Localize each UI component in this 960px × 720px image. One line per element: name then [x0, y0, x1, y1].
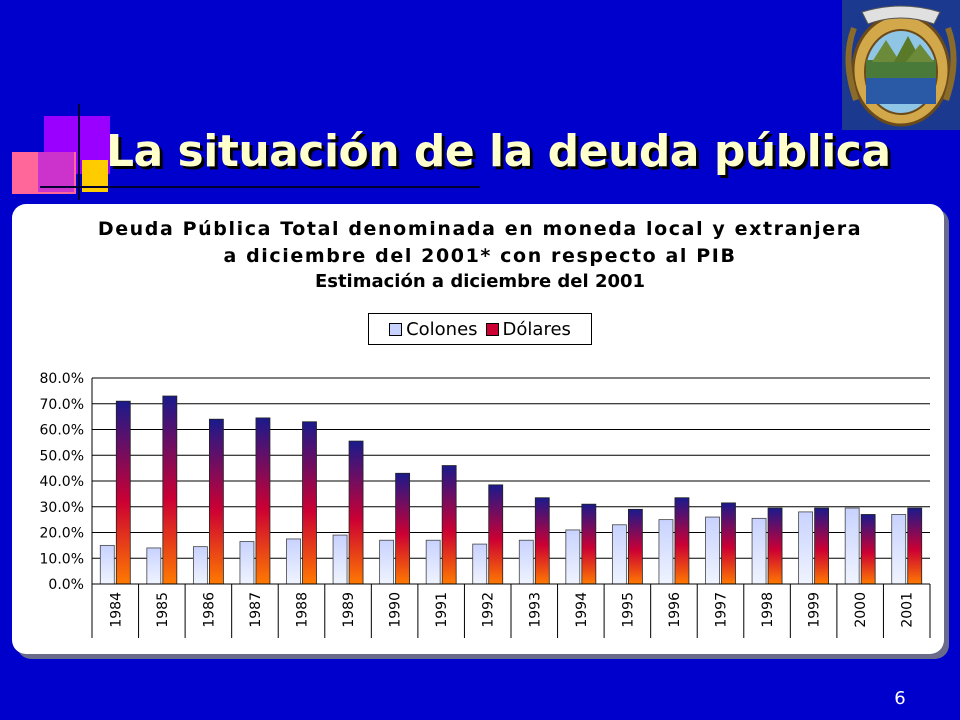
bar-dolares-1995 — [627, 508, 643, 585]
decor-square-violet — [38, 152, 74, 192]
bar-dolares-1988 — [302, 421, 317, 585]
bar-dolares-2001 — [907, 507, 923, 585]
bar-colones-1990 — [379, 539, 395, 585]
title-underline — [40, 186, 480, 188]
bar-dolares-1999 — [814, 507, 830, 585]
legend-label-colones: Colones — [406, 318, 478, 340]
legend-item-dolares: Dólares — [485, 318, 571, 340]
bar-colones-1997 — [705, 516, 720, 585]
legend-item-colones: Colones — [389, 318, 478, 340]
page-number: 6 — [894, 688, 906, 709]
decor-vertical-line — [78, 104, 80, 200]
bar-colones-1984 — [99, 544, 115, 585]
x-tick-label: 1990 — [388, 592, 404, 628]
x-tick-label: 1985 — [155, 592, 171, 628]
colones-swatch-icon — [389, 322, 403, 336]
bar-colones-1999 — [798, 511, 814, 585]
bar-colones-1996 — [658, 519, 674, 585]
bar-colones-1991 — [425, 539, 441, 585]
bar-colones-1998 — [751, 517, 767, 585]
y-tick-label: 50.0% — [40, 448, 84, 464]
x-tick-label: 1997 — [714, 592, 730, 628]
chart-title-line1: Deuda Pública Total denominada en moneda… — [97, 218, 863, 240]
chart-legend: Colones Dólares — [368, 313, 592, 345]
bar-dolares-1984 — [115, 400, 131, 585]
bar-colones-1985 — [146, 547, 162, 585]
x-tick-label: 1998 — [760, 592, 776, 628]
x-tick-label: 1994 — [574, 592, 590, 628]
legend-label-dolares: Dólares — [502, 318, 571, 340]
x-tick-label: 1995 — [620, 592, 636, 628]
chart-title-line2: a diciembre del 2001* con respecto al PI… — [223, 245, 737, 267]
bar-dolares-1996 — [674, 497, 690, 585]
x-tick-label: 1987 — [248, 592, 264, 628]
y-tick-label: 40.0% — [40, 474, 84, 490]
x-tick-label: 1999 — [807, 592, 823, 628]
y-tick-label: 30.0% — [40, 500, 84, 516]
bar-dolares-2000 — [860, 514, 876, 585]
bar-dolares-1991 — [441, 465, 457, 585]
bar-colones-1987 — [239, 541, 255, 585]
bar-colones-1993 — [518, 539, 534, 585]
x-tick-label: 2001 — [900, 592, 916, 628]
bar-dolares-1986 — [208, 418, 224, 585]
x-tick-label: 1984 — [108, 592, 124, 628]
bar-colones-1989 — [332, 534, 348, 585]
x-tick-label: 1989 — [341, 592, 357, 628]
x-tick-label: 1992 — [481, 592, 497, 628]
coat-of-arms-image — [842, 0, 960, 130]
bar-colones-2001 — [891, 514, 907, 585]
y-tick-label: 0.0% — [48, 577, 84, 593]
bar-colones-1992 — [472, 543, 488, 585]
y-tick-label: 70.0% — [40, 397, 84, 413]
bar-colones-1995 — [611, 524, 627, 585]
bar-dolares-1993 — [534, 497, 550, 585]
bar-colones-1994 — [565, 529, 581, 585]
bar-dolares-1990 — [395, 472, 411, 585]
x-tick-label: 1991 — [434, 592, 450, 628]
slide-title: La situación de la deuda pública — [106, 126, 891, 177]
bar-colones-1988 — [286, 538, 301, 585]
dolares-swatch-icon — [485, 322, 499, 336]
bar-dolares-1989 — [348, 440, 364, 585]
x-tick-label: 1986 — [201, 592, 217, 628]
bar-dolares-1998 — [767, 507, 783, 585]
y-tick-label: 10.0% — [40, 551, 84, 567]
y-tick-label: 80.0% — [40, 371, 84, 387]
bar-dolares-1992 — [488, 484, 504, 585]
chart-subtitle: Estimación a diciembre del 2001 — [314, 271, 646, 292]
y-tick-label: 20.0% — [40, 526, 84, 542]
x-tick-label: 1993 — [527, 592, 543, 628]
bar-dolares-1987 — [255, 417, 271, 585]
bar-colones-2000 — [844, 507, 860, 585]
x-tick-label: 1996 — [667, 592, 683, 628]
bar-dolares-1994 — [581, 503, 597, 585]
x-tick-label: 2000 — [853, 592, 869, 628]
y-tick-label: 60.0% — [40, 423, 84, 439]
bar-dolares-1985 — [162, 395, 178, 585]
bar-colones-1986 — [192, 546, 208, 585]
bar-dolares-1997 — [721, 502, 736, 585]
x-tick-label: 1988 — [295, 592, 311, 628]
